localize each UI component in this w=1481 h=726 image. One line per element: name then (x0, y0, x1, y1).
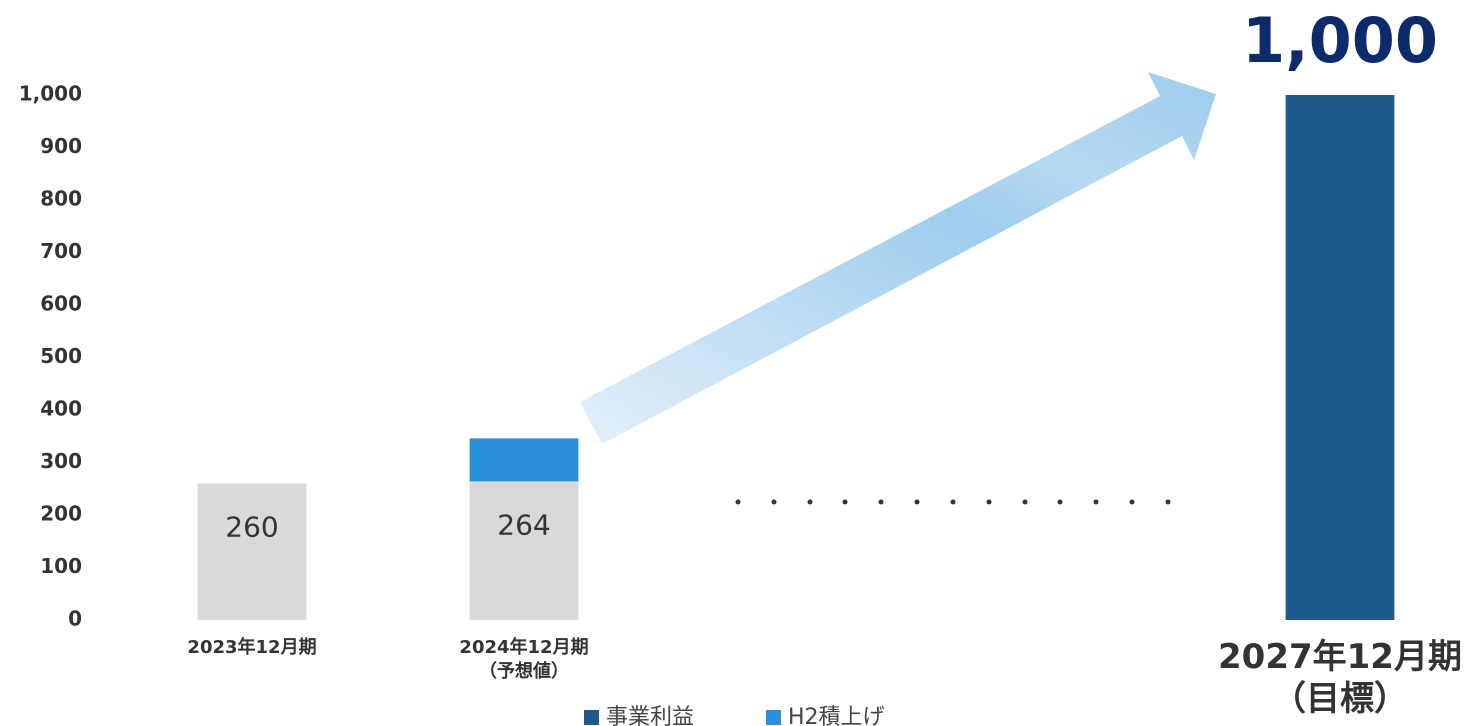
legend-label: 事業利益 (606, 705, 694, 726)
y-tick-label: 100 (40, 554, 82, 578)
x-tick-line: 2027年12月期 (1218, 637, 1462, 677)
legend-label: H2積上げ (788, 705, 885, 726)
bar (469, 481, 579, 620)
ellipsis-dots (735, 499, 1171, 505)
x-tick-line: 2023年12月期 (187, 636, 316, 658)
bar (197, 483, 307, 620)
y-tick-label: 700 (40, 239, 82, 263)
value-label: 260 (225, 511, 278, 544)
x-tick-line: （目標） (1272, 679, 1408, 719)
legend-swatch (584, 710, 599, 725)
y-tick-label: 300 (40, 449, 82, 473)
y-tick-label: 0 (68, 607, 82, 631)
x-tick-label: 2024年12月期（予想値） (459, 636, 588, 682)
y-tick-label: 900 (40, 134, 82, 158)
x-tick-line: 2024年12月期 (459, 636, 588, 658)
x-tick-line: （予想値） (479, 660, 569, 682)
y-tick-label: 400 (40, 397, 82, 421)
y-tick-label: 1,000 (19, 82, 82, 106)
x-tick-label: 2023年12月期 (187, 636, 316, 658)
bar (1285, 95, 1395, 620)
value-label: 1,000 (1242, 4, 1438, 77)
legend-swatch (766, 710, 781, 725)
value-label: 264 (497, 508, 550, 541)
growth-arrow (580, 72, 1216, 444)
y-tick-label: 200 (40, 502, 82, 526)
y-tick-label: 600 (40, 292, 82, 316)
y-tick-label: 800 (40, 187, 82, 211)
bar (469, 438, 579, 482)
x-tick-label: 2027年12月期（目標） (1218, 637, 1462, 719)
y-tick-label: 500 (40, 344, 82, 368)
